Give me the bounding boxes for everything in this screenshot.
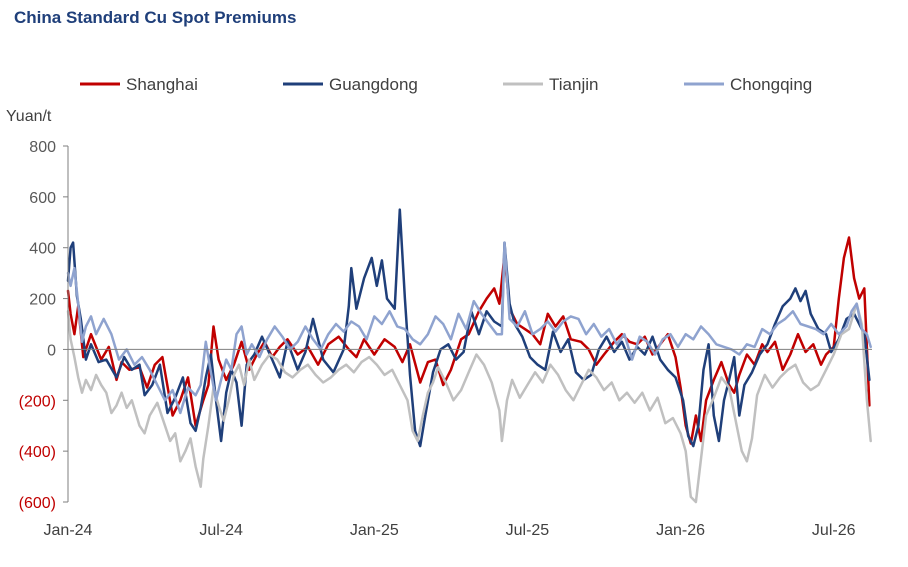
series-line-tianjin xyxy=(66,302,872,504)
y-axis: 800 600 400 200 0 (200) (400) (600) xyxy=(19,139,68,512)
y-tick-label: (400) xyxy=(19,444,56,461)
y-tick-label: 800 xyxy=(29,139,56,156)
x-axis: Jan-24 Jul-24 Jan-25 Jul-25 Jan-26 Jul-26 xyxy=(44,522,856,539)
x-tick-label: Jul-26 xyxy=(812,522,856,539)
x-tick-label: Jan-25 xyxy=(350,522,399,539)
y-axis-label: Yuan/t xyxy=(6,108,52,125)
y-tick-label: (200) xyxy=(19,393,56,410)
legend-label-shanghai: Shanghai xyxy=(126,75,198,94)
x-tick-label: Jul-24 xyxy=(199,522,243,539)
x-tick-label: Jan-26 xyxy=(656,522,705,539)
chart-title: China Standard Cu Spot Premiums xyxy=(14,8,297,27)
y-tick-label: 0 xyxy=(47,342,56,359)
y-tick-label: 400 xyxy=(29,241,56,258)
y-tick-label: 200 xyxy=(29,292,56,309)
legend: Shanghai Guangdong Tianjin Chongqing xyxy=(80,75,812,94)
x-tick-label: Jul-25 xyxy=(506,522,550,539)
series-line-chongqing xyxy=(66,241,872,415)
legend-label-chongqing: Chongqing xyxy=(730,75,812,94)
x-tick-label: Jan-24 xyxy=(44,522,93,539)
series-lines xyxy=(66,208,872,504)
y-tick-label: 600 xyxy=(29,190,56,207)
series-line-guangdong xyxy=(66,208,871,448)
y-tick-label: (600) xyxy=(19,495,56,512)
legend-label-tianjin: Tianjin xyxy=(549,75,598,94)
legend-label-guangdong: Guangdong xyxy=(329,75,418,94)
